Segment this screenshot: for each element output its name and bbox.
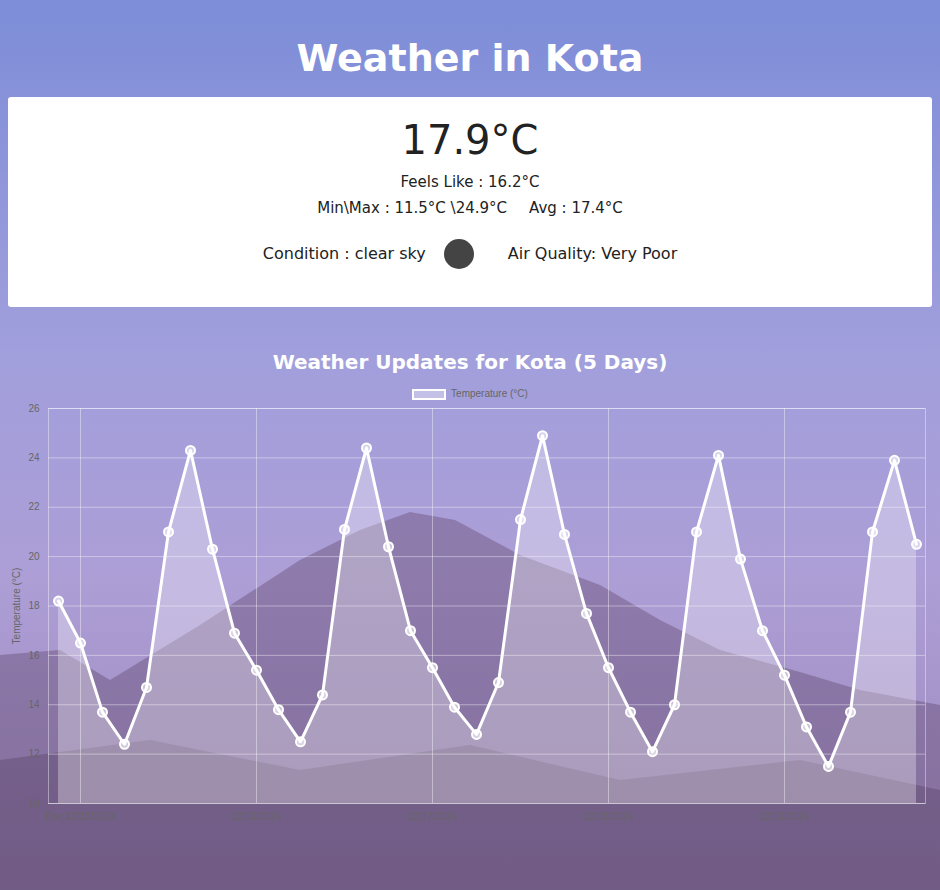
html-text:17.9°C: 17.9°C <box>401 117 539 163</box>
svg-text:24: 24 <box>28 452 40 463</box>
html-text:Feels Like : 16.2°C: Feels Like : 16.2°C <box>400 173 540 191</box>
svg-text:16: 16 <box>28 650 40 661</box>
html-text:Min\Max : 11.5°C \24.9°C: Min\Max : 11.5°C \24.9°C <box>317 199 507 217</box>
html-text:Weather Updates for Kota (5 Da: Weather Updates for Kota (5 Days) <box>272 350 668 374</box>
svg-text:14: 14 <box>28 699 40 710</box>
svg-text:26: 26 <box>28 403 40 414</box>
html-text:Avg : 17.4°C: Avg : 17.4°C <box>529 199 623 217</box>
svg-text:12: 12 <box>28 748 40 759</box>
svg-text:Temperature (°C): Temperature (°C) <box>11 568 22 645</box>
html-text:Condition : clear sky: Condition : clear sky <box>262 243 426 263</box>
svg-text:22: 22 <box>28 501 40 512</box>
svg-text:10: 10 <box>28 798 40 809</box>
svg-text:12/18/2024: 12/18/2024 <box>583 811 633 822</box>
svg-text:18: 18 <box>28 600 40 611</box>
svg-text:12/19/2024: 12/19/2024 <box>759 811 809 822</box>
svg-text:12/17/2024: 12/17/2024 <box>407 811 457 822</box>
html-text:Air Quality: Very Poor: Air Quality: Very Poor <box>507 243 678 263</box>
svg-text:Dec 12/15/2024: Dec 12/15/2024 <box>45 811 116 822</box>
svg-text:20: 20 <box>28 551 40 562</box>
html-text:Weather in Kota: Weather in Kota <box>296 36 644 80</box>
svg-text:12/16/2024: 12/16/2024 <box>231 811 281 822</box>
html-text:Temperature (°C): Temperature (°C) <box>451 388 528 399</box>
